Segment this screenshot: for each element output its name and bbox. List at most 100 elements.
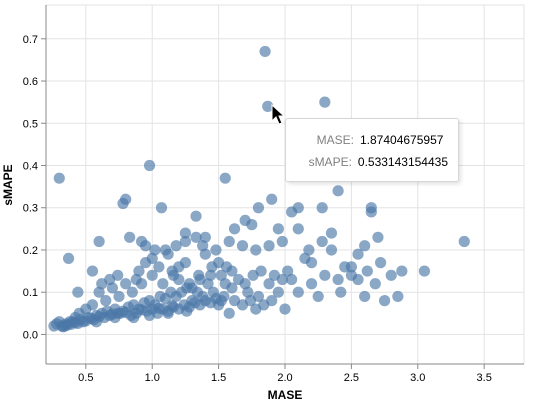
data-point[interactable] bbox=[305, 257, 318, 269]
data-point[interactable] bbox=[228, 223, 241, 235]
data-point[interactable] bbox=[93, 286, 105, 298]
data-point[interactable] bbox=[100, 295, 112, 307]
data-point[interactable] bbox=[418, 265, 431, 277]
data-point[interactable] bbox=[255, 265, 267, 277]
data-point[interactable] bbox=[332, 273, 344, 286]
data-point[interactable] bbox=[272, 223, 284, 235]
data-point[interactable] bbox=[250, 244, 262, 256]
data-point[interactable] bbox=[319, 269, 331, 281]
data-point[interactable] bbox=[130, 273, 142, 286]
data-point[interactable] bbox=[179, 227, 192, 239]
data-point[interactable] bbox=[120, 193, 132, 205]
data-point[interactable] bbox=[113, 290, 125, 303]
data-point[interactable] bbox=[312, 290, 324, 303]
data-point[interactable] bbox=[303, 244, 315, 256]
data-point[interactable] bbox=[106, 282, 118, 294]
data-point[interactable] bbox=[162, 307, 174, 319]
data-point[interactable] bbox=[252, 202, 265, 214]
data-point[interactable] bbox=[181, 305, 193, 317]
data-point[interactable] bbox=[378, 295, 391, 307]
data-point[interactable] bbox=[199, 231, 211, 243]
data-point[interactable] bbox=[259, 45, 271, 58]
data-point[interactable] bbox=[262, 100, 274, 112]
data-point[interactable] bbox=[215, 295, 227, 307]
data-point[interactable] bbox=[263, 240, 275, 252]
data-point[interactable] bbox=[133, 265, 145, 277]
data-point[interactable] bbox=[266, 295, 278, 307]
data-point[interactable] bbox=[157, 278, 169, 290]
data-point[interactable] bbox=[332, 185, 344, 197]
data-point[interactable] bbox=[276, 235, 288, 248]
data-point[interactable] bbox=[183, 278, 195, 290]
data-point[interactable] bbox=[266, 193, 278, 205]
data-point[interactable] bbox=[352, 273, 364, 286]
data-point[interactable] bbox=[372, 231, 384, 243]
data-point[interactable] bbox=[155, 202, 168, 214]
data-point[interactable] bbox=[146, 252, 158, 265]
data-point[interactable] bbox=[128, 311, 140, 324]
data-point[interactable] bbox=[143, 159, 156, 172]
data-point[interactable] bbox=[325, 227, 338, 239]
data-point[interactable] bbox=[335, 286, 347, 298]
data-point[interactable] bbox=[179, 235, 192, 248]
data-point[interactable] bbox=[239, 278, 251, 290]
data-point[interactable] bbox=[62, 252, 75, 265]
data-point[interactable] bbox=[86, 265, 99, 277]
data-point[interactable] bbox=[359, 290, 371, 303]
data-point[interactable] bbox=[316, 202, 328, 214]
data-point[interactable] bbox=[361, 265, 373, 277]
data-point[interactable] bbox=[124, 231, 136, 243]
data-point[interactable] bbox=[305, 278, 318, 290]
data-point[interactable] bbox=[292, 223, 304, 235]
data-point[interactable] bbox=[458, 235, 470, 248]
data-point[interactable] bbox=[352, 248, 364, 260]
data-point[interactable] bbox=[126, 286, 138, 298]
data-point[interactable] bbox=[385, 269, 397, 281]
data-point[interactable] bbox=[206, 261, 218, 273]
data-point[interactable] bbox=[136, 304, 148, 316]
data-point[interactable] bbox=[146, 269, 158, 281]
data-point[interactable] bbox=[272, 286, 284, 298]
data-point[interactable] bbox=[220, 261, 233, 273]
data-point[interactable] bbox=[109, 311, 121, 324]
data-point[interactable] bbox=[136, 235, 148, 248]
data-point[interactable] bbox=[162, 248, 174, 260]
data-point[interactable] bbox=[173, 261, 185, 273]
data-point[interactable] bbox=[242, 286, 254, 298]
data-point[interactable] bbox=[396, 265, 408, 277]
data-point[interactable] bbox=[199, 248, 211, 260]
data-point[interactable] bbox=[190, 231, 202, 243]
data-point[interactable] bbox=[167, 269, 180, 281]
data-point[interactable] bbox=[72, 317, 84, 330]
data-point[interactable] bbox=[339, 261, 351, 273]
data-point[interactable] bbox=[120, 278, 132, 290]
data-point[interactable] bbox=[170, 240, 182, 252]
data-point[interactable] bbox=[279, 303, 291, 315]
data-point[interactable] bbox=[120, 306, 132, 319]
data-point[interactable] bbox=[197, 240, 209, 252]
data-point[interactable] bbox=[246, 219, 258, 231]
data-point[interactable] bbox=[219, 172, 231, 184]
data-point[interactable] bbox=[143, 309, 156, 322]
data-point[interactable] bbox=[236, 240, 249, 252]
data-point[interactable] bbox=[226, 282, 238, 294]
data-point[interactable] bbox=[205, 269, 217, 281]
data-point[interactable] bbox=[316, 235, 328, 248]
data-point[interactable] bbox=[93, 235, 105, 248]
data-point[interactable] bbox=[215, 269, 227, 281]
data-point[interactable] bbox=[244, 295, 257, 307]
data-point[interactable] bbox=[53, 172, 65, 184]
data-point[interactable] bbox=[375, 257, 387, 269]
data-point[interactable] bbox=[153, 302, 165, 314]
data-point[interactable] bbox=[190, 210, 202, 222]
data-point[interactable] bbox=[90, 316, 103, 328]
data-point[interactable] bbox=[223, 307, 235, 319]
data-point[interactable] bbox=[365, 202, 377, 214]
data-point[interactable] bbox=[286, 273, 298, 286]
data-point[interactable] bbox=[392, 290, 404, 303]
data-point[interactable] bbox=[319, 96, 331, 108]
data-point[interactable] bbox=[282, 265, 294, 277]
data-point[interactable] bbox=[276, 273, 288, 286]
data-point[interactable] bbox=[72, 286, 84, 298]
